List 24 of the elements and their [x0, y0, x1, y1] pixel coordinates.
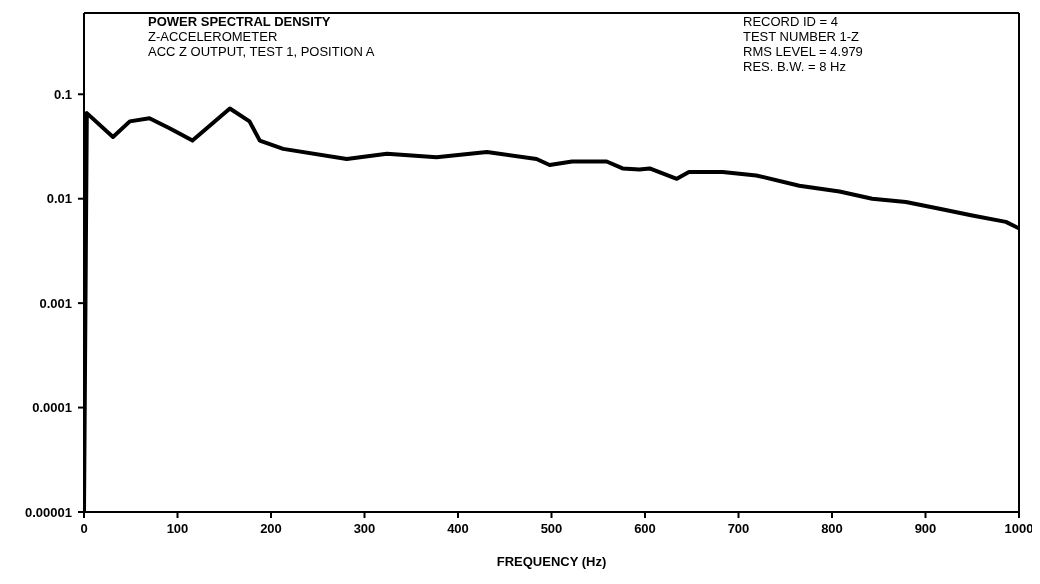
y-tick-label: 0.001 — [39, 295, 72, 311]
x-tick-label: 900 — [914, 521, 937, 537]
y-tick-label: 0.01 — [46, 191, 72, 207]
x-tick-label: 300 — [353, 521, 376, 537]
x-tick-label: 1000 — [1004, 521, 1034, 537]
annotation: Z-ACCELEROMETER — [148, 29, 279, 44]
y-tick-label: 0.00001 — [25, 504, 72, 520]
x-tick-label: 500 — [540, 521, 563, 537]
x-tick-label: 200 — [260, 521, 282, 537]
annotation: ACC Z OUTPUT, TEST 1, POSITION A — [148, 44, 375, 59]
x-tick-label: 0 — [80, 521, 88, 537]
x-tick-label: 800 — [821, 521, 843, 537]
x-axis-title: FREQUENCY (Hz) — [496, 554, 607, 569]
annotation: RECORD ID = 4 — [743, 14, 839, 29]
x-tick-label: 100 — [166, 521, 189, 537]
chart-title: POWER SPECTRAL DENSITY — [148, 14, 332, 29]
x-tick-label: 600 — [634, 521, 656, 537]
annotation: RMS LEVEL = 4.979 — [743, 44, 863, 59]
y-tick-label: 0.0001 — [32, 400, 72, 416]
y-tick-label: 0.1 — [53, 86, 72, 102]
annotation: RES. B.W. = 8 Hz — [743, 59, 847, 74]
x-tick-label: 400 — [447, 521, 469, 537]
x-tick-label: 700 — [727, 521, 750, 537]
annotation: TEST NUMBER 1-Z — [743, 29, 861, 44]
